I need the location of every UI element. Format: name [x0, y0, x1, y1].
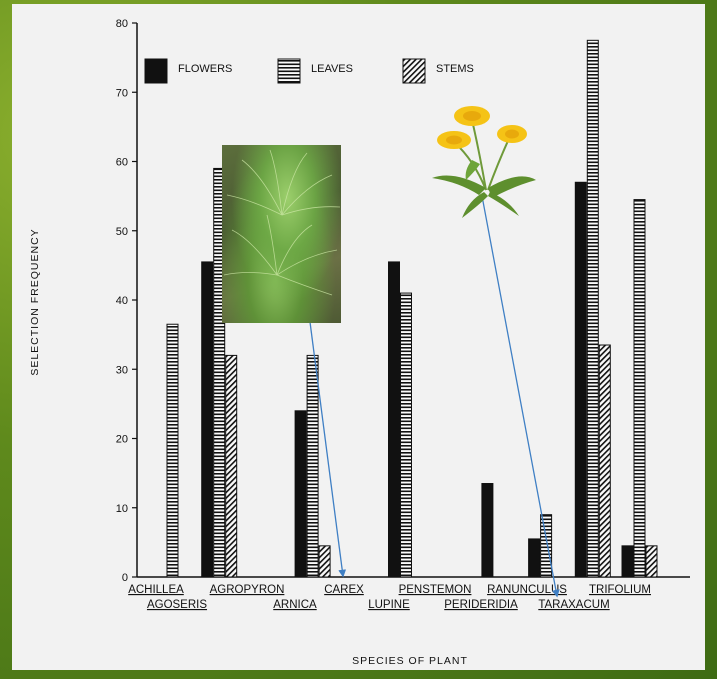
category-label-ranunculus: RANUNCULUS — [487, 584, 567, 596]
bar-leaves-taraxacum — [586, 39, 599, 578]
bar-series — [166, 39, 658, 578]
bar-leaves-ranunculus — [540, 514, 553, 578]
bar-flowers-arnica — [294, 410, 307, 578]
bar-flowers-perideridia — [481, 483, 494, 578]
bar-flowers-agoseris — [201, 261, 214, 578]
y-tick-label: 10 — [116, 503, 128, 515]
category-label-agoseris: AGOSERIS — [147, 599, 207, 611]
category-label-agropyron: AGROPYRON — [210, 584, 285, 596]
bar-flowers-trifolium — [621, 545, 634, 578]
category-label-achillea: ACHILLEA — [128, 584, 184, 596]
bar-flowers-lupine — [388, 261, 400, 578]
dandelion-photo — [424, 100, 542, 220]
y-tick-label: 30 — [116, 364, 128, 376]
bar-stems-trifolium — [645, 545, 658, 578]
grass-tussock-photo — [222, 145, 341, 323]
bar-flowers-ranunculus — [528, 538, 541, 578]
category-label-carex: CAREX — [324, 584, 364, 596]
bar-stems-arnica — [318, 545, 331, 578]
y-tick-label: 70 — [116, 87, 128, 99]
y-tick-label: 80 — [116, 18, 128, 30]
y-tick-label: 60 — [116, 157, 128, 169]
y-axis-title: SELECTION FREQUENCY — [29, 228, 41, 375]
legend-label-leaves: LEAVES — [311, 63, 353, 75]
category-label-arnica: ARNICA — [273, 599, 317, 611]
y-tick-label: 50 — [116, 226, 128, 238]
legend-swatch-flowers — [144, 58, 168, 84]
bar-leaves-lupine — [400, 292, 412, 578]
chart-slide: 0 10 20 30 40 50 60 70 80 FLOWERS LEAVES STEMS ACH… — [12, 4, 705, 670]
arrow-to-taraxacum — [481, 195, 560, 598]
annotation-arrows — [309, 195, 560, 598]
bar-chart: 0 10 20 30 40 50 60 70 80 FLOWERS LEAVES STEMS ACH… — [29, 18, 690, 667]
arrow-to-carex — [309, 321, 347, 578]
category-label-penstemon: PENSTEMON — [399, 584, 472, 596]
bar-stems-taraxacum — [598, 344, 611, 578]
dandelion-drawing — [432, 106, 536, 218]
x-axis-title: SPECIES OF PLANT — [352, 655, 468, 667]
category-label-trifolium: TRIFOLIUM — [589, 584, 651, 596]
bar-leaves-trifolium — [633, 199, 646, 578]
bar-leaves-arnica — [306, 354, 319, 578]
bar-leaves-achillea — [166, 323, 179, 578]
y-tick-label: 0 — [122, 572, 128, 584]
category-label-perideridia: PERIDERIDIA — [444, 599, 518, 611]
y-tick-label: 20 — [116, 434, 128, 446]
legend-swatch-stems — [402, 58, 426, 84]
bar-stems-agoseris — [225, 354, 238, 578]
legend-label-flowers: FLOWERS — [178, 63, 232, 75]
bar-flowers-taraxacum — [574, 181, 587, 578]
y-tick-label: 40 — [116, 295, 128, 307]
legend: FLOWERS LEAVES STEMS — [144, 58, 474, 84]
grass-blades-drawing — [223, 149, 341, 296]
bar-leaves-agoseris — [213, 167, 226, 578]
category-label-taraxacum: TARAXACUM — [538, 599, 609, 611]
legend-label-stems: STEMS — [436, 63, 474, 75]
legend-swatch-leaves — [277, 58, 301, 84]
category-label-lupine: LUPINE — [368, 599, 410, 611]
